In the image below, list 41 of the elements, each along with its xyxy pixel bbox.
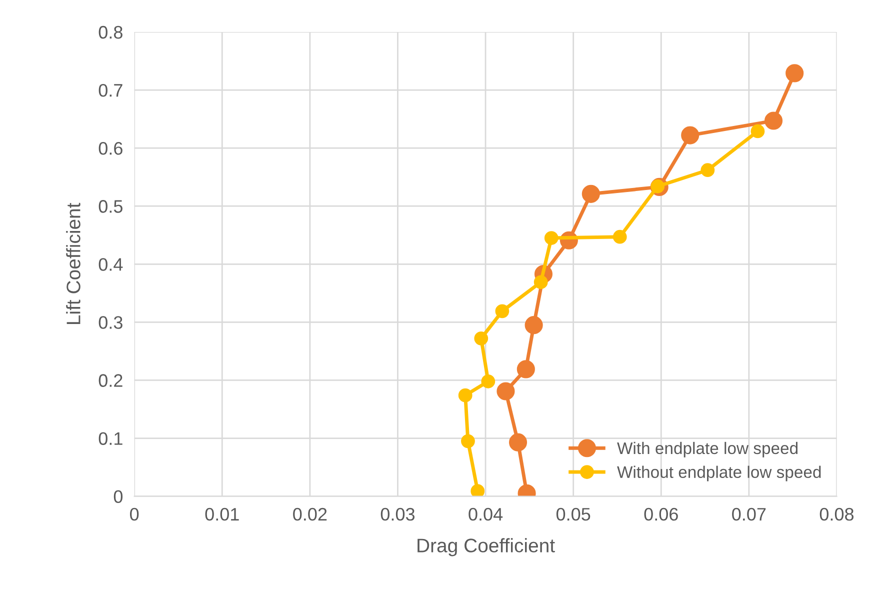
point	[786, 64, 804, 82]
y-axis-title: Lift Coefficient	[66, 202, 80, 324]
point	[458, 388, 472, 402]
y-tick-label: 0.6	[98, 142, 122, 155]
x-tick-label: 0.07	[732, 508, 766, 521]
x-tick-label: 0.05	[556, 508, 590, 521]
y-tick-label: 0.7	[98, 84, 122, 97]
point	[750, 124, 765, 138]
y-tick-label: 0.5	[98, 200, 122, 213]
point	[612, 230, 627, 244]
y-tick-label: 0.8	[98, 26, 122, 39]
point	[481, 374, 496, 388]
x-tick-label: 0.08	[820, 508, 854, 521]
point	[474, 331, 488, 346]
point	[508, 433, 528, 452]
legend-label: Without endplate low speed	[617, 466, 821, 482]
point	[700, 163, 715, 178]
point	[764, 112, 783, 130]
x-tick-label: 0.06	[644, 508, 678, 521]
legend-label: With endplate low speed	[617, 442, 798, 458]
x-tick-label: 0.04	[468, 508, 503, 521]
point	[470, 484, 485, 496]
point	[516, 360, 535, 378]
point	[524, 316, 543, 334]
point	[534, 275, 548, 290]
x-axis-title: Drag Coefficient	[418, 538, 555, 556]
x-tick-label: 0.02	[293, 508, 327, 521]
y-tick-label: 0.4	[98, 258, 123, 271]
y-tick-label: 0.3	[98, 316, 122, 329]
x-tick-label: 0.01	[205, 508, 239, 521]
x-tick-label: 0	[130, 508, 139, 521]
point	[544, 231, 558, 245]
point	[461, 434, 475, 448]
y-tick-label: 0.1	[98, 432, 122, 445]
y-tick-label: 0.2	[98, 374, 122, 387]
point	[681, 126, 700, 144]
x-tick-label: 0.03	[380, 508, 415, 521]
point	[582, 184, 600, 203]
point	[495, 304, 510, 318]
point	[496, 382, 515, 400]
y-tick-label: 0	[114, 490, 123, 504]
